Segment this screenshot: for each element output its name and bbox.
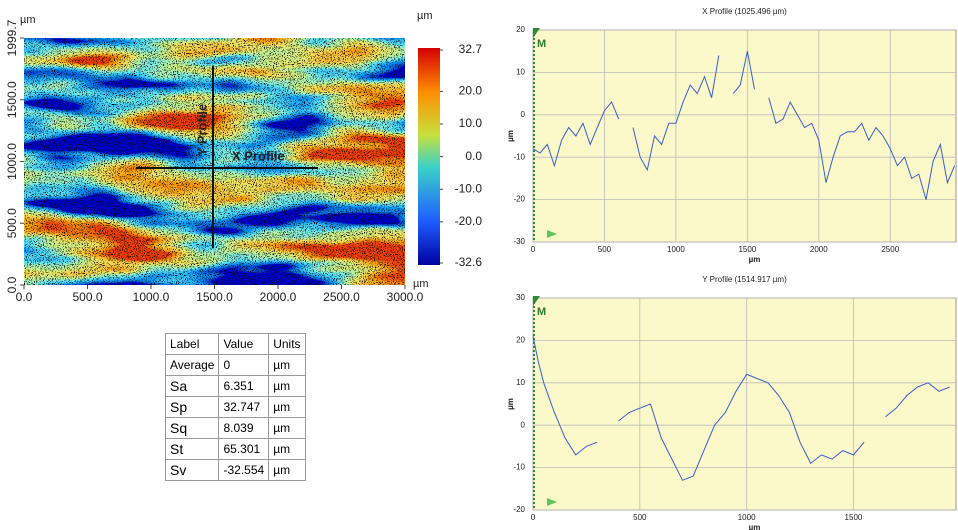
chart-title: Y Profile (1514.917 µm) (702, 275, 787, 284)
y-tick-label: 1500.0 (5, 81, 19, 118)
colorbar (418, 48, 440, 265)
y-axis-label: µm (506, 398, 515, 410)
header-cell: Value (218, 333, 270, 355)
table-row: St 65.301 µm (164, 438, 306, 460)
header-row: Label Value Units (164, 333, 306, 355)
table-cell: 8.039 (218, 417, 270, 439)
x-tick-label: 1500.0 (196, 290, 233, 304)
y-tick-label: 1999.7 (5, 19, 19, 56)
annotation: Y Profile (194, 104, 209, 157)
table-cell: 65.301 (218, 438, 270, 460)
y-tick-label: 10 (516, 378, 525, 387)
x-tick-label: 1500 (738, 245, 756, 254)
colorbar-tick-label: 20.0 (459, 84, 483, 98)
table-cell: µm (268, 417, 306, 439)
table-cell: Sv (164, 459, 220, 481)
table-cell: 32.747 (218, 396, 270, 418)
table-row: Sa 6.351 µm (164, 375, 306, 397)
x-axis-label: µm (749, 255, 761, 264)
table-row: Average 0 µm (164, 354, 306, 376)
colorbar-tick-label: 10.0 (459, 116, 483, 130)
y-tick-label: 500.0 (5, 208, 19, 238)
x-tick-label: 1000.0 (133, 290, 170, 304)
x-profile-chart: X Profile (1025.496 µm) -30 -20 -10 0 10 20 0 50… (506, 7, 957, 264)
table-cell: -32.554 (218, 459, 270, 481)
height-image (24, 38, 405, 285)
cursor-marker (547, 498, 557, 506)
annotation: X Profile (232, 148, 285, 163)
x-tick-label: 500.0 (72, 290, 102, 304)
x-tick-label: 500 (598, 245, 612, 254)
cursor-marker (547, 230, 557, 238)
table-cell: µm (268, 459, 306, 481)
profile-line (532, 51, 956, 200)
table-cell: µm (268, 396, 306, 418)
table-row: Sv -32.554 µm (164, 459, 306, 481)
x-tick-label: 0 (531, 245, 536, 254)
x-tick-label: 1500 (845, 513, 863, 522)
table-cell: 6.351 (218, 375, 270, 397)
y-tick-label: 0 (521, 420, 526, 429)
x-tick-label: 3000.0 (387, 290, 424, 304)
chart-title: X Profile (1025.496 µm) (702, 7, 787, 16)
x-tick-label: 1000 (738, 513, 756, 522)
x-tick-label: 500 (633, 513, 647, 522)
header-cell: Units (268, 333, 306, 355)
header-cell: Label (164, 333, 220, 355)
table-cell: µm (268, 375, 306, 397)
x-axis-label: µm (749, 523, 761, 530)
y-tick-label: -10 (513, 463, 525, 472)
table-cell: Sq (164, 417, 220, 439)
x-tick-label: 2500.0 (323, 290, 360, 304)
y-tick-label: 0 (521, 110, 526, 119)
table-cell: µm (268, 354, 306, 376)
y-axis-unit: µm (20, 14, 36, 26)
plot-area (532, 297, 957, 511)
stats-table: Label Value Units Average 0 µm Sa 6.351 µm Sp 32.7… (164, 333, 306, 481)
plot-area (532, 29, 957, 243)
table-cell: St (164, 438, 220, 460)
y-tick-label: 0.0 (5, 276, 19, 293)
profile-line (532, 336, 950, 481)
y-tick-label: -10 (513, 152, 525, 161)
y-tick-label: -20 (513, 505, 525, 514)
cursor-label: M (537, 38, 546, 50)
table-row: Sq 8.039 µm (164, 417, 306, 439)
y-tick-label: 20 (516, 25, 525, 34)
x-tick-label: 2000.0 (260, 290, 297, 304)
table-cell: Sa (164, 375, 220, 397)
colorbar-tick-label: -10.0 (455, 181, 483, 195)
table-cell: 0 (218, 354, 270, 376)
y-tick-label: 1000.0 (5, 143, 19, 180)
y-profile-chart: Y Profile (1514.917 µm) -20 -10 0 10 20 30 0 500… (506, 275, 957, 530)
colorbar-tick-label: -20.0 (455, 214, 483, 228)
colorbar-unit: µm (417, 10, 433, 22)
y-tick-label: 30 (516, 293, 525, 302)
y-tick-label: 10 (516, 68, 525, 77)
height-map: X Profile Y Profile 0.0 500.0 1000.0 1500.0 20… (5, 10, 482, 304)
x-axis-unit: µm (413, 278, 429, 290)
x-tick-label: 0 (531, 513, 536, 522)
x-tick-label: 2500 (881, 245, 899, 254)
y-tick-label: -30 (513, 237, 525, 246)
cursor-label: M (537, 306, 546, 318)
colorbar-tick-label: -32.6 (455, 255, 483, 269)
table-cell: µm (268, 438, 306, 460)
x-tick-label: 0.0 (16, 290, 33, 304)
cursor-marker (533, 28, 540, 38)
colorbar-tick-label: 0.0 (465, 149, 482, 163)
colorbar-tick-label: 32.7 (459, 42, 483, 56)
x-tick-label: 1000 (667, 245, 685, 254)
table-cell: Average (164, 354, 220, 376)
table-cell: Sp (164, 396, 220, 418)
y-axis-label: µm (506, 130, 515, 142)
x-tick-label: 2000 (810, 245, 828, 254)
y-tick-label: 20 (516, 336, 525, 345)
y-tick-label: -20 (513, 195, 525, 204)
table-row: Sp 32.747 µm (164, 396, 306, 418)
cursor-marker (533, 296, 540, 306)
